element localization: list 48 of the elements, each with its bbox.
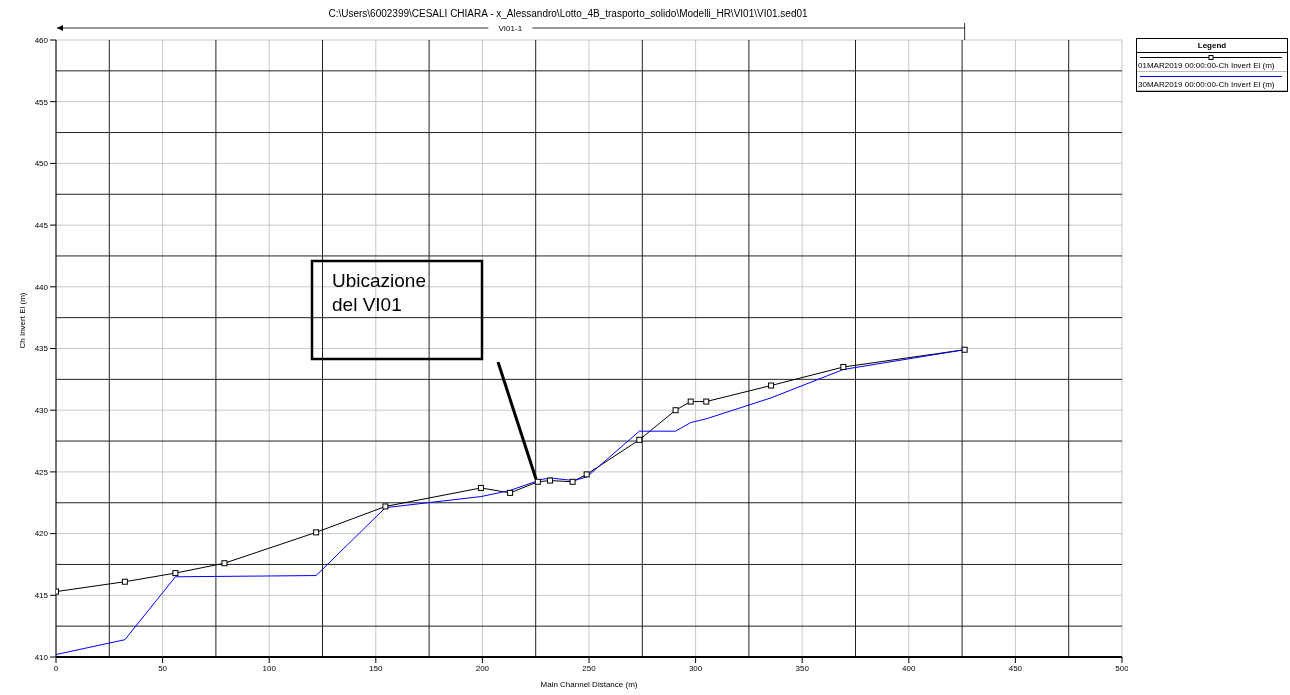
y-tick-label: 425 — [34, 467, 49, 477]
x-tick-label: 200 — [475, 663, 490, 673]
point — [546, 477, 553, 484]
y-axis-title: Ch Invert El (m) — [17, 292, 27, 349]
point — [768, 382, 775, 389]
x-axis-title: Main Channel Distance (m) — [540, 680, 638, 689]
x-tick-label: 350 — [795, 663, 810, 673]
x-tick-label: 50 — [158, 663, 168, 673]
text: VI01-1 — [498, 24, 523, 33]
point — [121, 578, 128, 585]
point — [672, 407, 679, 414]
x-tick-label: 100 — [262, 663, 277, 673]
x-tick-label: 300 — [688, 663, 703, 673]
legend-label: 01MAR2019 00:00:00-Ch Invert El (m) — [1138, 61, 1276, 70]
y-tick-label: 455 — [34, 97, 49, 107]
x-tick-label: 150 — [369, 663, 384, 673]
y-tick-label: 450 — [34, 159, 49, 169]
x-tick-label: 0 — [53, 663, 59, 673]
point — [172, 570, 179, 577]
y-tick-label: 460 — [34, 35, 49, 45]
point — [703, 398, 710, 405]
x-tick-label: 400 — [902, 663, 917, 673]
annotation: Ubicazione del VI01 — [332, 270, 426, 315]
point — [569, 478, 576, 485]
y-tick-label: 440 — [34, 282, 49, 292]
x-tick-label: 500 — [1115, 663, 1130, 673]
legend-title: Legend — [1137, 39, 1287, 53]
point — [382, 503, 389, 510]
point — [507, 489, 514, 496]
point — [221, 560, 228, 567]
x-tick-label: 450 — [1008, 663, 1023, 673]
point — [840, 364, 847, 371]
x-tick-label: 250 — [582, 663, 597, 673]
point — [313, 529, 320, 536]
y-tick-label: 420 — [34, 529, 49, 539]
point — [583, 471, 590, 478]
y-tick-label: 410 — [34, 652, 49, 662]
y-tick-label: 435 — [34, 344, 49, 354]
point — [961, 346, 968, 353]
y-tick-label: 430 — [34, 406, 49, 416]
point — [477, 484, 484, 491]
point — [636, 436, 643, 443]
point — [534, 478, 541, 485]
chart-title: C:\Users\6002399\CESALI CHIARA - x_Alessandro\Lotto_4B_trasporto_solido\Modelli_HR\VI01\VI01.sed01 — [327, 8, 809, 19]
y-tick-label: 415 — [34, 591, 49, 601]
y-tick-label: 445 — [34, 220, 49, 230]
text: 30MAR2019 00:00:00-Ch Invert El (m) — [1138, 80, 1276, 89]
point — [687, 398, 694, 405]
